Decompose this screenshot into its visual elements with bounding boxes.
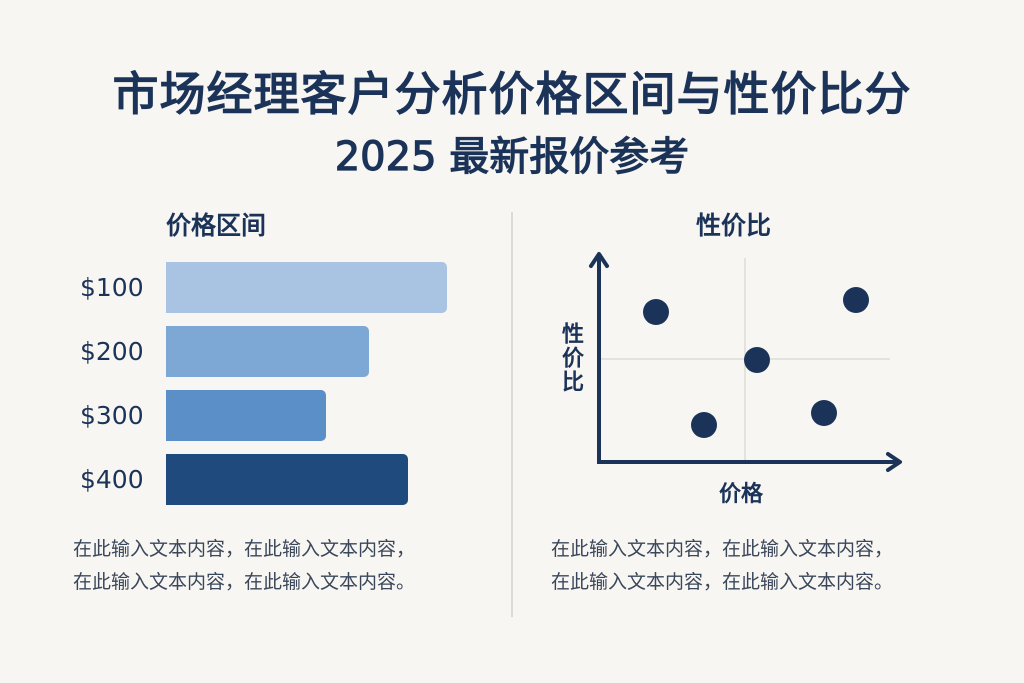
scatter-point bbox=[643, 299, 669, 325]
scatter-point bbox=[744, 347, 770, 373]
value-ratio-title: 性价比 bbox=[696, 211, 772, 240]
bar-400 bbox=[166, 454, 408, 505]
bar-300 bbox=[166, 390, 326, 441]
scatter-point bbox=[811, 400, 837, 426]
y-axis-arrow-icon bbox=[589, 252, 609, 463]
right-description-line-1: 在此输入文本内容，在此输入文本内容， bbox=[551, 538, 894, 560]
bar-200 bbox=[166, 326, 369, 377]
x-axis-label: 价格 bbox=[719, 482, 764, 507]
page-title: 市场经理客户分析价格区间与性价比分 bbox=[112, 67, 912, 121]
y-axis-label: 性价比 bbox=[558, 322, 583, 394]
bar-label: $200 bbox=[80, 337, 144, 366]
page-subtitle: 2025 最新报价参考 bbox=[334, 133, 690, 180]
left-description: 在此输入文本内容，在此输入文本内容， 在此输入文本内容，在此输入文本内容。 bbox=[73, 533, 415, 599]
scatter-point bbox=[691, 412, 717, 438]
scatter-point bbox=[843, 287, 869, 313]
right-description: 在此输入文本内容，在此输入文本内容， 在此输入文本内容，在此输入文本内容。 bbox=[551, 533, 893, 599]
right-description-line-2: 在此输入文本内容，在此输入文本内容。 bbox=[551, 571, 894, 593]
bar-label: $400 bbox=[80, 465, 144, 494]
panel-divider bbox=[511, 212, 513, 617]
x-axis-arrow-icon bbox=[597, 452, 902, 472]
left-description-line-1: 在此输入文本内容，在此输入文本内容， bbox=[73, 538, 416, 560]
left-description-line-2: 在此输入文本内容，在此输入文本内容。 bbox=[73, 571, 416, 593]
bar-label: $300 bbox=[80, 401, 144, 430]
price-range-title: 价格区间 bbox=[166, 211, 267, 240]
bar-100 bbox=[166, 262, 447, 313]
bar-label: $100 bbox=[80, 273, 144, 302]
